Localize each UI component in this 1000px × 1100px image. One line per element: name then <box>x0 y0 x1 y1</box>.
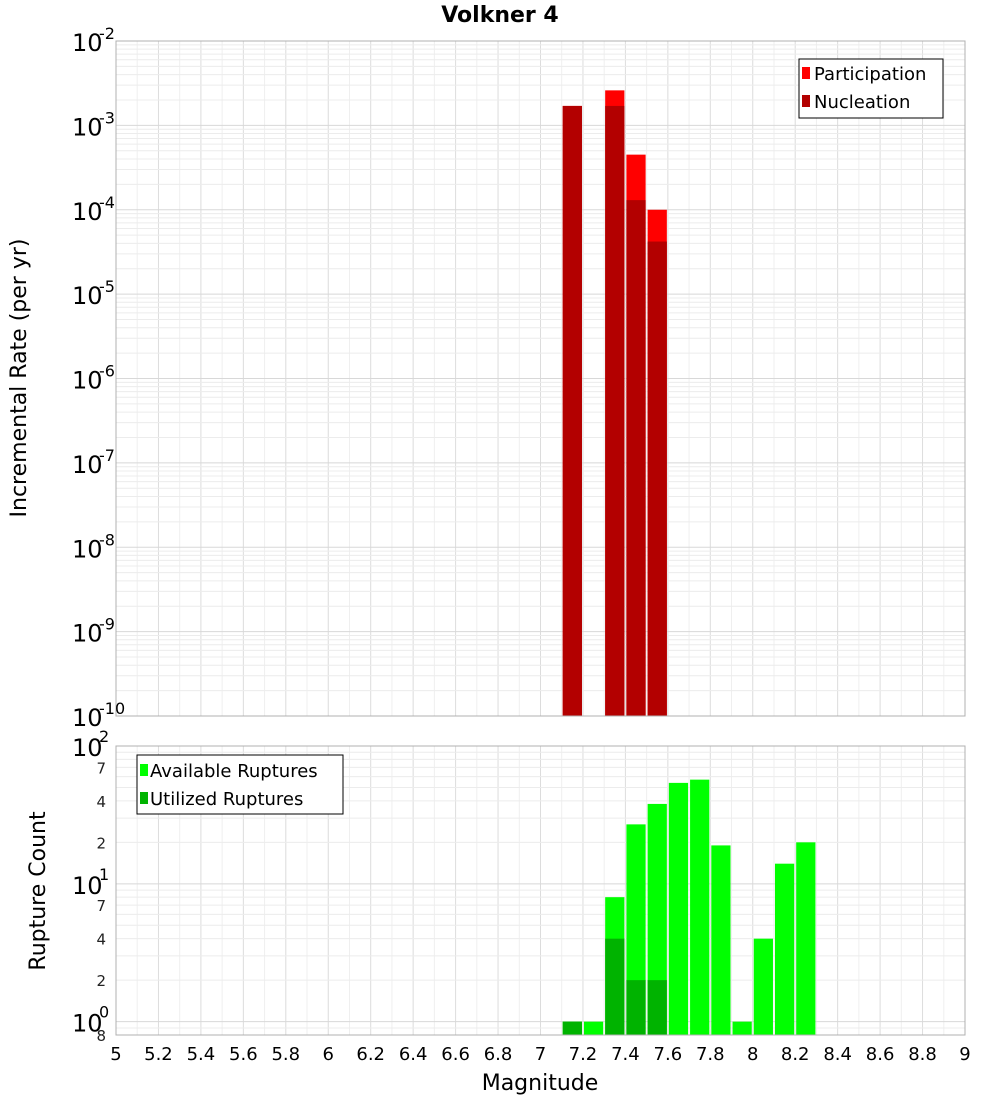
x-tick-label: 5.8 <box>271 1044 300 1065</box>
rate-y-tick-label: 10 <box>72 113 103 141</box>
rate-y-tick-label: 10 <box>72 198 103 226</box>
rate-y-tick-exponent: -9 <box>99 615 115 634</box>
x-tick-label: 7.4 <box>611 1044 640 1065</box>
count-bar-a <box>732 1021 752 1035</box>
rate-grid <box>115 40 966 717</box>
count-y-tick-label: 10 <box>72 734 103 762</box>
count-y-tick-label: 2 <box>96 834 106 852</box>
rate-bar-b <box>605 105 625 717</box>
x-tick-label: 6.6 <box>441 1044 470 1065</box>
count-y-tick-label: 8 <box>96 1027 106 1045</box>
x-tick-label: 8 <box>747 1044 758 1065</box>
rate-y-tick-exponent: -4 <box>99 193 115 212</box>
count-bars <box>562 779 816 1035</box>
count-bar-b <box>562 1021 582 1035</box>
legend-swatch-available <box>140 764 148 776</box>
count-bar-a <box>690 779 710 1035</box>
rate-legend-box <box>798 58 944 119</box>
x-tick-label: 9 <box>959 1044 970 1065</box>
count-bar-a <box>774 863 795 1035</box>
count-plot-frame <box>115 745 966 1036</box>
x-tick-label: 5.4 <box>187 1044 216 1065</box>
count-y-tick-exponent: 0 <box>99 1003 109 1022</box>
count-y-tick-label: 10 <box>72 1010 103 1038</box>
rate-y-tick-label: 10 <box>72 535 103 563</box>
x-tick-label: 5.6 <box>229 1044 258 1065</box>
rate-legend: Participation Nucleation <box>798 58 944 119</box>
count-y-tick-label: 10 <box>72 872 103 900</box>
rate-y-tick-label: 10 <box>72 367 103 395</box>
x-tick-label: 8.8 <box>908 1044 937 1065</box>
chart-title: Volkner 4 <box>441 3 559 28</box>
count-legend-box <box>136 754 344 815</box>
x-tick-label: 8.2 <box>781 1044 810 1065</box>
count-bar-b <box>647 980 667 1035</box>
x-tick-label: 6.2 <box>356 1044 385 1065</box>
x-ticks: 5 5.2 5.4 5.6 5.8 6 6.2 6.4 6.6 6.8 7 7.2 7.4 7.6 7.8 8… <box>110 1044 970 1065</box>
count-bar-a <box>796 842 816 1035</box>
rate-bar-b <box>626 200 646 716</box>
x-tick-label: 8.4 <box>823 1044 852 1065</box>
rate-y-ticks: 10-210-310-410-510-610-710-810-910-10 <box>72 24 125 732</box>
count-y-tick-label: 4 <box>96 793 106 811</box>
x-tick-label: 6 <box>323 1044 334 1065</box>
rate-y-tick-exponent: -5 <box>99 277 115 296</box>
rate-y-tick-label: 10 <box>72 282 103 310</box>
x-tick-label: 6.4 <box>399 1044 428 1065</box>
rate-y-tick-label: 10 <box>72 620 103 648</box>
count-bar-b <box>626 980 646 1035</box>
count-legend: Available Ruptures Utilized Ruptures <box>136 754 344 815</box>
x-tick-label: 8.6 <box>866 1044 895 1065</box>
legend-swatch-nucleation <box>802 95 810 107</box>
x-tick-label: 7.2 <box>569 1044 598 1065</box>
legend-swatch-participation <box>802 67 810 79</box>
legend-label-nucleation: Nucleation <box>814 92 910 113</box>
count-bar-b <box>605 938 625 1035</box>
legend-label-utilized: Utilized Ruptures <box>150 789 303 810</box>
count-bar-a <box>583 1021 604 1035</box>
legend-label-available: Available Ruptures <box>150 761 318 782</box>
x-axis-title: Magnitude <box>482 1071 599 1096</box>
count-y-tick-label: 7 <box>96 759 106 777</box>
count-y-tick-exponent: 2 <box>99 727 109 746</box>
rate-y-tick-exponent: -10 <box>99 699 125 718</box>
rate-y-tick-exponent: -6 <box>99 362 115 381</box>
legend-swatch-utilized <box>140 792 148 804</box>
count-y-tick-label: 7 <box>96 897 106 915</box>
x-tick-label: 7.8 <box>696 1044 725 1065</box>
count-y-tick-label: 2 <box>96 972 106 990</box>
rate-y-tick-exponent: -2 <box>99 24 115 43</box>
rate-y-axis-title: Incremental Rate (per yr) <box>7 239 32 518</box>
count-bar-a <box>753 938 773 1035</box>
rate-plot-frame <box>115 40 966 717</box>
count-y-axis-title: Rupture Count <box>26 811 51 971</box>
x-tick-label: 6.8 <box>484 1044 513 1065</box>
rate-y-tick-exponent: -7 <box>99 446 115 465</box>
rate-bar-b <box>647 241 667 717</box>
x-tick-label: 5 <box>110 1044 121 1065</box>
rate-panel: 10-210-310-410-510-610-710-810-910-10 In… <box>7 24 966 732</box>
rate-bar-b <box>562 105 582 717</box>
x-tick-label: 5.2 <box>144 1044 173 1065</box>
rate-y-tick-label: 10 <box>72 704 103 732</box>
count-y-tick-exponent: 1 <box>99 865 109 884</box>
rate-y-tick-exponent: -3 <box>99 108 115 127</box>
rate-y-tick-exponent: -8 <box>99 530 115 549</box>
x-tick-label: 7 <box>535 1044 546 1065</box>
count-y-tick-label: 4 <box>96 931 106 949</box>
count-bar-a <box>647 803 667 1035</box>
rate-bars <box>562 90 667 717</box>
legend-label-participation: Participation <box>814 64 926 85</box>
rate-y-tick-label: 10 <box>72 451 103 479</box>
count-bar-a <box>711 845 731 1035</box>
count-bar-a <box>668 782 689 1035</box>
rate-y-tick-label: 10 <box>72 29 103 57</box>
x-tick-label: 7.6 <box>654 1044 683 1065</box>
